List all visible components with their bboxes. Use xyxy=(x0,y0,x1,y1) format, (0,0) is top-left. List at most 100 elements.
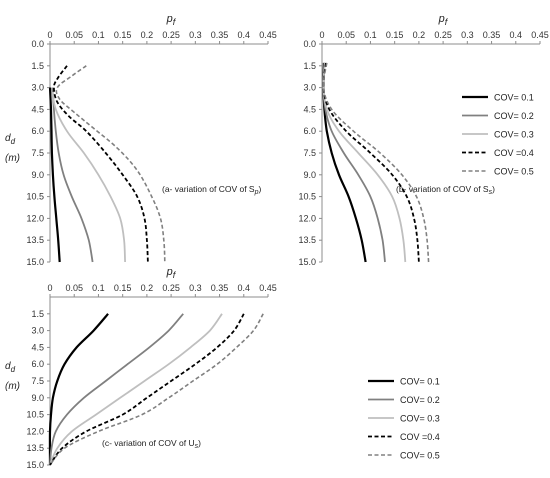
x-tick-label: 0.05 xyxy=(65,283,83,293)
series-line-1 xyxy=(322,62,367,263)
x-tick-label: 0.45 xyxy=(259,283,277,293)
y-tick-label: 10.5 xyxy=(26,192,44,202)
legend-label: COV= 0.3 xyxy=(400,414,440,424)
y-axis-title-sub: d xyxy=(11,137,16,146)
chart-annotation-end: ) xyxy=(492,184,495,194)
x-tick-label: 0 xyxy=(319,30,324,40)
legend-top: COV= 0.1 COV= 0.2 COV= 0.3 COV =0.4 COV= 0.5 xyxy=(462,93,534,177)
x-tick-label: 0.05 xyxy=(337,30,355,40)
x-axis-title-sub: f xyxy=(445,17,449,27)
x-tick-label: 0.25 xyxy=(162,283,180,293)
series-line-5 xyxy=(322,62,430,263)
x-tick-label: 0 xyxy=(47,30,52,40)
x-tick-label: 0.35 xyxy=(483,30,501,40)
x-tick-label: 0.4 xyxy=(510,30,523,40)
y-axis-title-sub: d xyxy=(11,365,16,374)
y-tick-label: 3.0 xyxy=(303,83,316,93)
x-tick-label: 0.35 xyxy=(211,283,229,293)
x-axis-title-sub: f xyxy=(173,17,177,27)
x-tick-label: 0.2 xyxy=(141,30,154,40)
y-tick-label: 12.0 xyxy=(26,213,44,223)
x-axis-title: pf xyxy=(438,13,449,27)
y-tick-label: 3.0 xyxy=(31,83,44,93)
x-tick-label: 0.1 xyxy=(92,30,105,40)
x-tick-label: 0.45 xyxy=(259,30,277,40)
chart-annotation-end: ) xyxy=(259,184,262,194)
chart-2: 0 0.05 0.1 0.15 0.2 0.25 0.3 0.35 0.4 0.45 0.0 1.5 3… xyxy=(298,13,548,267)
legend-label: COV= 0.5 xyxy=(400,451,440,461)
y-tick-label: 7.5 xyxy=(31,376,44,386)
y-tick-label: 15.0 xyxy=(26,460,44,470)
x-tick-label: 0.3 xyxy=(189,30,202,40)
y-tick-label: 12.0 xyxy=(298,213,316,223)
y-tick-label: 15.0 xyxy=(298,257,316,267)
y-tick-label: 9.0 xyxy=(31,393,44,403)
x-tick-label: 0.25 xyxy=(162,30,180,40)
legend-label: COV= 0.3 xyxy=(494,130,534,140)
series-line-2 xyxy=(51,87,94,263)
chart-annotation-sub: s xyxy=(195,443,199,450)
series-line-4 xyxy=(322,62,420,263)
series-line-4 xyxy=(49,313,245,466)
series-line-2 xyxy=(322,62,386,263)
x-tick-label: 0.2 xyxy=(413,30,426,40)
y-tick-label: 13.5 xyxy=(298,235,316,245)
y-tick-label: 7.5 xyxy=(303,148,316,158)
y-tick-label: 10.5 xyxy=(26,410,44,420)
x-axis-title-sub: f xyxy=(173,270,177,280)
x-axis-title: pf xyxy=(166,13,177,27)
x-tick-label: 0.15 xyxy=(114,30,132,40)
y-tick-label: 10.5 xyxy=(298,192,316,202)
x-tick-label: 0.4 xyxy=(238,283,251,293)
legend-label: COV= 0.1 xyxy=(494,93,534,103)
y-tick-label: 1.5 xyxy=(31,61,44,71)
y-tick-label: 12.0 xyxy=(26,426,44,436)
y-tick-label: 4.5 xyxy=(31,342,44,352)
series-line-3 xyxy=(51,91,126,263)
chart-3: 0 0.05 0.1 0.15 0.2 0.25 0.3 0.35 0.4 0.45 1.5 3.0 4… xyxy=(5,266,277,470)
y-tick-label: 0.0 xyxy=(303,39,316,49)
series-line-1 xyxy=(48,313,109,466)
legend-label: COV =0.4 xyxy=(400,432,440,442)
legend-label: COV= 0.5 xyxy=(494,167,534,177)
y-tick-label: 13.5 xyxy=(26,235,44,245)
x-tick-label: 0 xyxy=(47,283,52,293)
x-tick-label: 0.45 xyxy=(531,30,549,40)
x-tick-label: 0.2 xyxy=(141,283,154,293)
x-tick-label: 0.4 xyxy=(238,30,251,40)
y-tick-label: 9.0 xyxy=(303,170,316,180)
chart-annotation: (b- variation of COV of Ss) xyxy=(396,184,495,196)
legend-bottom: COV= 0.1 COV= 0.2 COV= 0.3 COV =0.4 COV= 0.5 xyxy=(368,377,440,461)
chart-annotation: (a- variation of COV of Sp) xyxy=(162,184,262,196)
y-tick-label: 15.0 xyxy=(26,257,44,267)
y-tick-label: 6.0 xyxy=(31,359,44,369)
series-line-1 xyxy=(48,87,61,263)
series-line-4 xyxy=(52,65,149,263)
y-tick-label: 9.0 xyxy=(31,170,44,180)
x-axis-title: pf xyxy=(166,266,177,280)
x-tick-label: 0.3 xyxy=(461,30,474,40)
y-tick-label: 6.0 xyxy=(303,126,316,136)
legend-label: COV= 0.1 xyxy=(400,377,440,387)
x-tick-label: 0.15 xyxy=(114,283,132,293)
legend-label: COV =0.4 xyxy=(494,148,534,158)
y-tick-label: 1.5 xyxy=(303,61,316,71)
x-tick-label: 0.05 xyxy=(65,30,83,40)
x-tick-label: 0.1 xyxy=(92,283,105,293)
chart-annotation-end: ) xyxy=(198,438,201,448)
legend-label: COV= 0.2 xyxy=(494,111,534,121)
series-line-3 xyxy=(322,62,407,263)
series-line-2 xyxy=(49,313,184,466)
y-tick-label: 4.5 xyxy=(303,104,316,114)
y-tick-label: 3.0 xyxy=(31,326,44,336)
chart-annotation-sub: s xyxy=(489,189,493,196)
y-tick-label: 0.0 xyxy=(31,39,44,49)
series-line-5 xyxy=(49,313,264,466)
series-line-3 xyxy=(49,313,223,466)
y-tick-label: 7.5 xyxy=(31,148,44,158)
x-tick-label: 0.1 xyxy=(364,30,377,40)
legend-label: COV= 0.2 xyxy=(400,395,440,405)
x-tick-label: 0.3 xyxy=(189,283,202,293)
series-line-5 xyxy=(55,65,166,263)
